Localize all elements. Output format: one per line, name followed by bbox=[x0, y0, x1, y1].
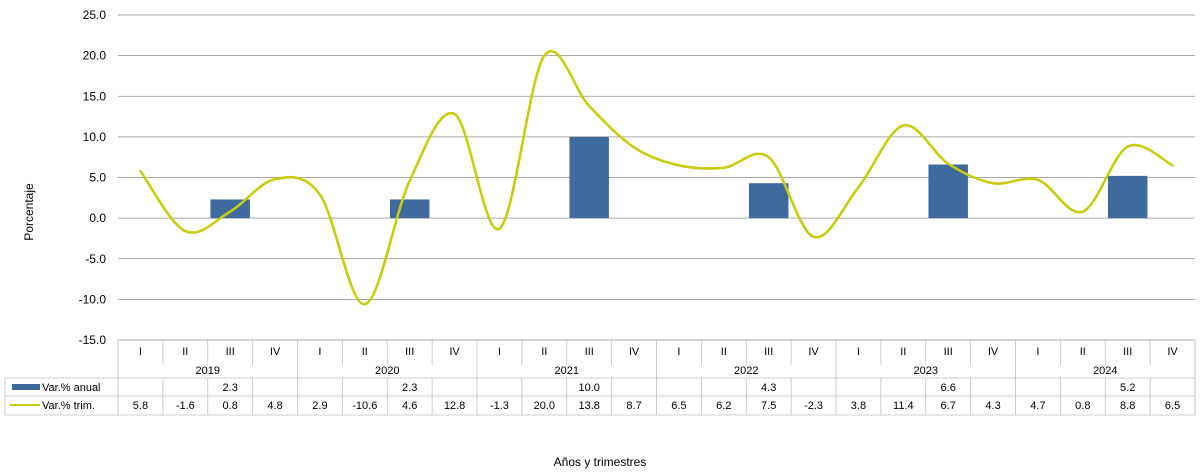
data-label: 3.8 bbox=[851, 400, 866, 412]
year-label: 2023 bbox=[914, 365, 938, 377]
year-label: 2021 bbox=[555, 365, 579, 377]
data-label: 11.4 bbox=[893, 400, 914, 412]
y-tick-label: 0.0 bbox=[89, 211, 106, 225]
data-label: 0.8 bbox=[223, 400, 238, 412]
quarter-label: III bbox=[405, 346, 414, 358]
y-tick-label: 15.0 bbox=[83, 89, 107, 103]
bar bbox=[389, 199, 430, 219]
y-axis-title: Porcentaje bbox=[22, 183, 36, 241]
data-label: 12.8 bbox=[444, 400, 465, 412]
data-label: 4.7 bbox=[1030, 400, 1045, 412]
quarter-label: IV bbox=[270, 346, 281, 358]
data-label: 10.0 bbox=[578, 382, 599, 394]
data-label: 20.0 bbox=[534, 400, 555, 412]
quarter-label: III bbox=[944, 346, 953, 358]
quarter-label: I bbox=[498, 346, 501, 358]
x-axis-title: Años y trimestres bbox=[554, 455, 647, 469]
quarter-label: II bbox=[1080, 346, 1086, 358]
y-tick-label: 25.0 bbox=[83, 8, 107, 22]
data-label: 4.6 bbox=[402, 400, 417, 412]
quarter-label: II bbox=[900, 346, 906, 358]
bar bbox=[748, 183, 789, 219]
year-label: 2019 bbox=[196, 365, 220, 377]
quarter-label: I bbox=[677, 346, 680, 358]
line-series bbox=[139, 50, 1174, 306]
data-label: 2.3 bbox=[223, 382, 238, 394]
quarter-label: II bbox=[541, 346, 547, 358]
legend-key-bar bbox=[12, 384, 40, 390]
year-label: 2022 bbox=[734, 365, 758, 377]
quarter-label: III bbox=[226, 346, 235, 358]
quarter-label: IV bbox=[1167, 346, 1178, 358]
y-tick-label: 20.0 bbox=[83, 49, 107, 63]
data-label: 4.8 bbox=[267, 400, 282, 412]
y-tick-label: -15.0 bbox=[79, 333, 107, 347]
y-tick-labels: 25.0 20.0 15.0 10.0 5.0 0.0 -5.0 -10.0 -15.0 bbox=[79, 8, 107, 347]
bar bbox=[569, 136, 609, 219]
data-label: 6.2 bbox=[716, 400, 731, 412]
data-label: 5.2 bbox=[1120, 382, 1135, 394]
data-label: 5.8 bbox=[133, 400, 148, 412]
y-tick-label: -10.0 bbox=[79, 292, 107, 306]
bar bbox=[928, 164, 968, 219]
quarter-label: III bbox=[1123, 346, 1132, 358]
data-label: 2.9 bbox=[312, 400, 327, 412]
data-label: 13.8 bbox=[578, 400, 599, 412]
data-label: 4.3 bbox=[761, 382, 776, 394]
data-table: I II III IV I II III IV I II III IV I II III IV I II III IV… bbox=[4, 340, 1196, 416]
bar-series bbox=[210, 136, 1148, 219]
data-label: 6.5 bbox=[1165, 400, 1180, 412]
quarter-label: I bbox=[857, 346, 860, 358]
data-label: 8.7 bbox=[626, 400, 641, 412]
data-label: 6.6 bbox=[941, 382, 956, 394]
legend-label: Var.% anual bbox=[42, 382, 101, 394]
data-label: -1.6 bbox=[176, 400, 195, 412]
data-label: 6.5 bbox=[671, 400, 686, 412]
data-label: -2.3 bbox=[804, 400, 823, 412]
data-label: 8.8 bbox=[1120, 400, 1135, 412]
quarter-label: I bbox=[139, 346, 142, 358]
quarter-label: III bbox=[585, 346, 594, 358]
quarter-label: IV bbox=[449, 346, 460, 358]
data-label: 4.3 bbox=[985, 400, 1000, 412]
quarter-label: IV bbox=[988, 346, 999, 358]
quarter-label: III bbox=[764, 346, 773, 358]
data-label: 2.3 bbox=[402, 382, 417, 394]
quarter-label: I bbox=[318, 346, 321, 358]
y-tick-label: 5.0 bbox=[89, 171, 106, 185]
quarter-label: IV bbox=[629, 346, 640, 358]
data-label: -10.6 bbox=[352, 400, 377, 412]
legend-label: Var.% trim. bbox=[42, 400, 95, 412]
data-label: 6.7 bbox=[941, 400, 956, 412]
line-trim bbox=[139, 50, 1174, 306]
quarter-label: II bbox=[182, 346, 188, 358]
data-label: -1.3 bbox=[490, 400, 509, 412]
year-label: 2024 bbox=[1093, 365, 1117, 377]
y-tick-label: 10.0 bbox=[83, 130, 107, 144]
data-label: 7.5 bbox=[761, 400, 776, 412]
year-label: 2020 bbox=[375, 365, 399, 377]
quarter-label: I bbox=[1036, 346, 1039, 358]
quarter-label: II bbox=[721, 346, 727, 358]
y-tick-label: -5.0 bbox=[85, 252, 106, 266]
data-label: 0.8 bbox=[1075, 400, 1090, 412]
bar bbox=[1107, 175, 1148, 219]
quarter-label: II bbox=[362, 346, 368, 358]
quarter-label: IV bbox=[808, 346, 819, 358]
